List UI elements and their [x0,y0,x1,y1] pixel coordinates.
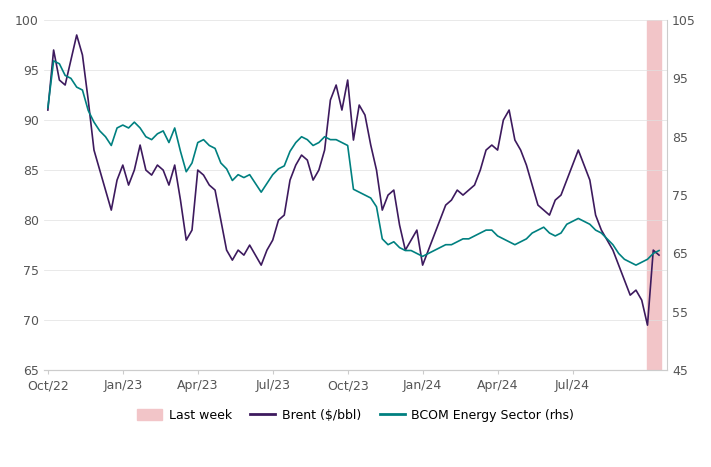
Legend: Last week, Brent ($/bbl), BCOM Energy Sector (rhs): Last week, Brent ($/bbl), BCOM Energy Se… [132,404,579,427]
Bar [648,20,661,370]
